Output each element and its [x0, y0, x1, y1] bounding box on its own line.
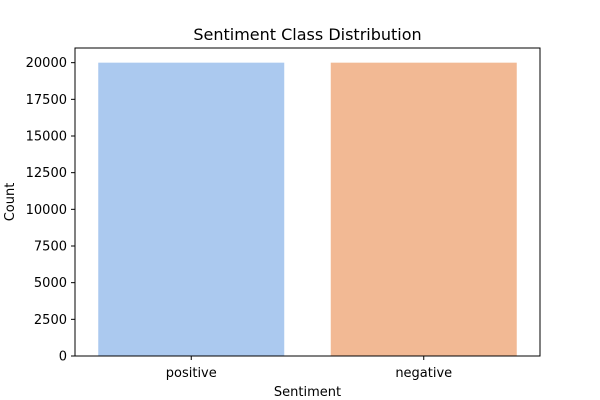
x-axis-label: Sentiment [274, 385, 341, 400]
y-tick-label: 0 [59, 350, 67, 365]
y-tick-label: 10000 [26, 203, 67, 218]
y-tick-label: 2500 [34, 313, 67, 328]
chart-title: Sentiment Class Distribution [193, 25, 421, 44]
bar-positive [98, 62, 285, 357]
y-tick-label: 20000 [26, 56, 67, 71]
plot-area: positive negative 0 2500 5000 7500 10000 12500 1… [26, 47, 541, 381]
bar-negative [330, 62, 517, 357]
y-tick-label: 17500 [26, 93, 67, 108]
x-tick-label: negative [395, 366, 452, 381]
y-tick-label: 7500 [34, 240, 67, 255]
y-axis-label: Count [3, 183, 18, 222]
y-tick-label: 15000 [26, 130, 67, 145]
x-tick-label: positive [166, 366, 217, 381]
y-tick-label: 5000 [34, 276, 67, 291]
y-tick-label: 12500 [26, 166, 67, 181]
plot-frame [74, 47, 541, 357]
